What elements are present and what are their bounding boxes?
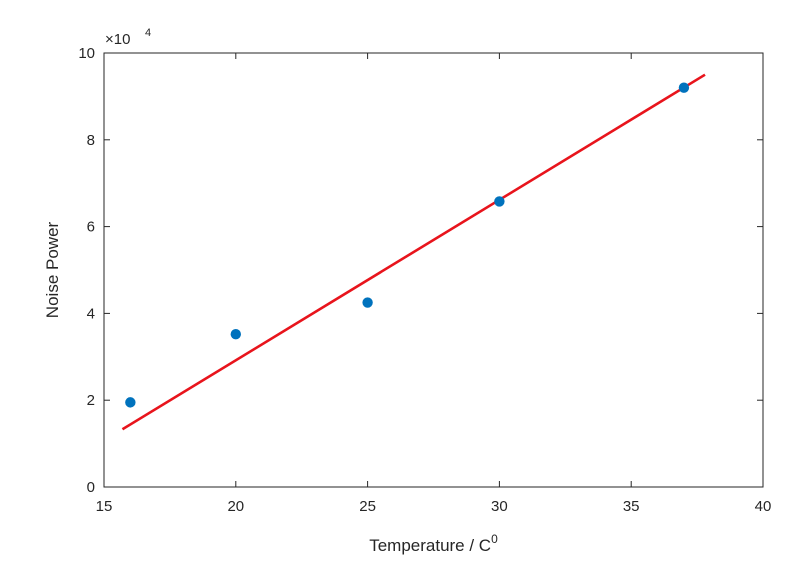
data-point: [678, 82, 690, 93]
y-tick-label: 10: [78, 45, 95, 62]
data-point: [230, 329, 241, 340]
y-multiplier-label: ×10: [105, 31, 130, 48]
axis-ticks: 15 20 25 30 35 40 0 2 4 6 8 10: [78, 45, 771, 515]
x-axis-title: Temperature / C0: [369, 532, 498, 555]
y-multiplier-exponent: 4: [145, 27, 151, 39]
data-point: [125, 397, 136, 408]
x-axis-title-superscript: 0: [491, 532, 498, 546]
fit-line: [121, 73, 706, 431]
x-tick-label: 30: [491, 498, 508, 515]
x-axis-title-text: Temperature / C: [369, 536, 491, 555]
y-tick-label: 8: [87, 132, 95, 149]
fit-line-series: [121, 73, 706, 431]
y-tick-label: 2: [87, 392, 95, 409]
x-tick-label: 35: [623, 498, 640, 515]
data-point: [362, 297, 373, 308]
x-tick-label: 40: [755, 498, 772, 515]
data-point: [494, 196, 505, 207]
scatter-series: [125, 82, 690, 408]
y-tick-label: 6: [87, 219, 95, 236]
y-tick-label: 0: [87, 479, 95, 496]
plot-area-frame: [103, 52, 764, 488]
x-tick-label: 25: [359, 498, 376, 515]
x-tick-label: 20: [227, 498, 244, 515]
y-tick-label: 4: [87, 305, 95, 322]
y-axis-title: Noise Power: [43, 221, 62, 318]
x-tick-label: 15: [96, 498, 113, 515]
